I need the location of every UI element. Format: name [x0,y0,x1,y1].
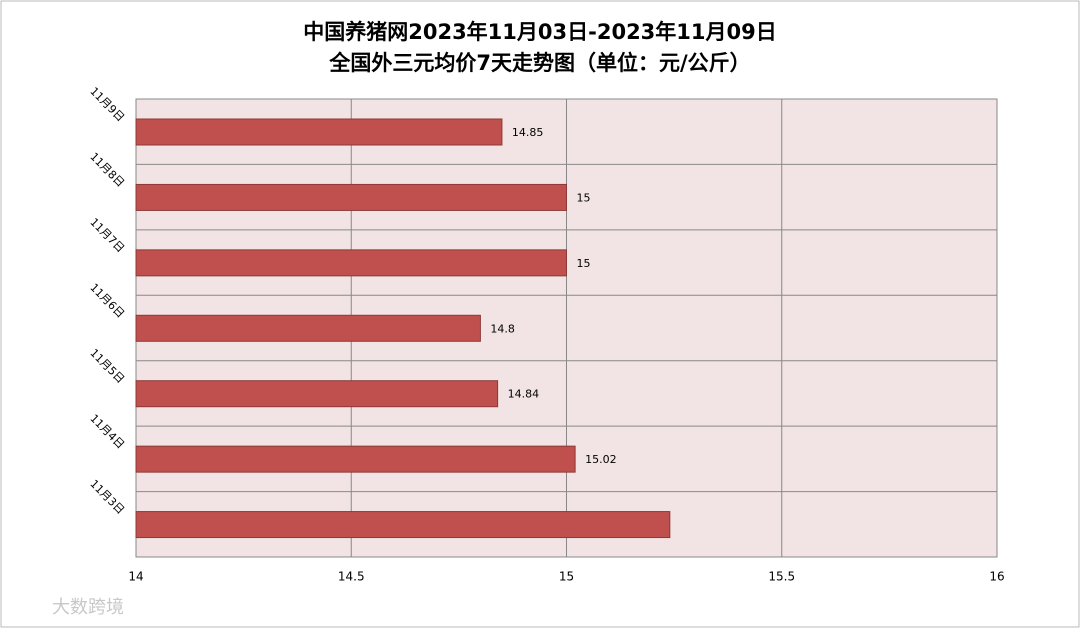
bar [135,249,567,277]
value-label: 15 [577,191,591,204]
bar [135,183,567,211]
bar [135,118,503,146]
chart-title: 中国养猪网2023年11月03日-2023年11月09日 [303,20,777,44]
x-tick-label: 15 [559,570,574,584]
x-tick-label: 14 [128,570,143,584]
value-label: 15.02 [585,453,617,466]
x-tick-label: 14.5 [338,570,365,584]
value-label: 14.8 [490,322,515,335]
bar [135,380,499,408]
bar [135,511,671,539]
bar [135,314,481,342]
chart-subtitle: 全国外三元均价7天走势图（单位：元/公斤） [328,51,750,75]
watermark: 大数跨境 [52,597,124,618]
value-label: 14.84 [508,388,540,401]
value-label: 14.85 [512,126,544,139]
bar [135,445,576,473]
x-tick-label: 16 [989,570,1004,584]
x-tick-label: 15.5 [768,570,795,584]
value-label: 15 [577,257,591,270]
